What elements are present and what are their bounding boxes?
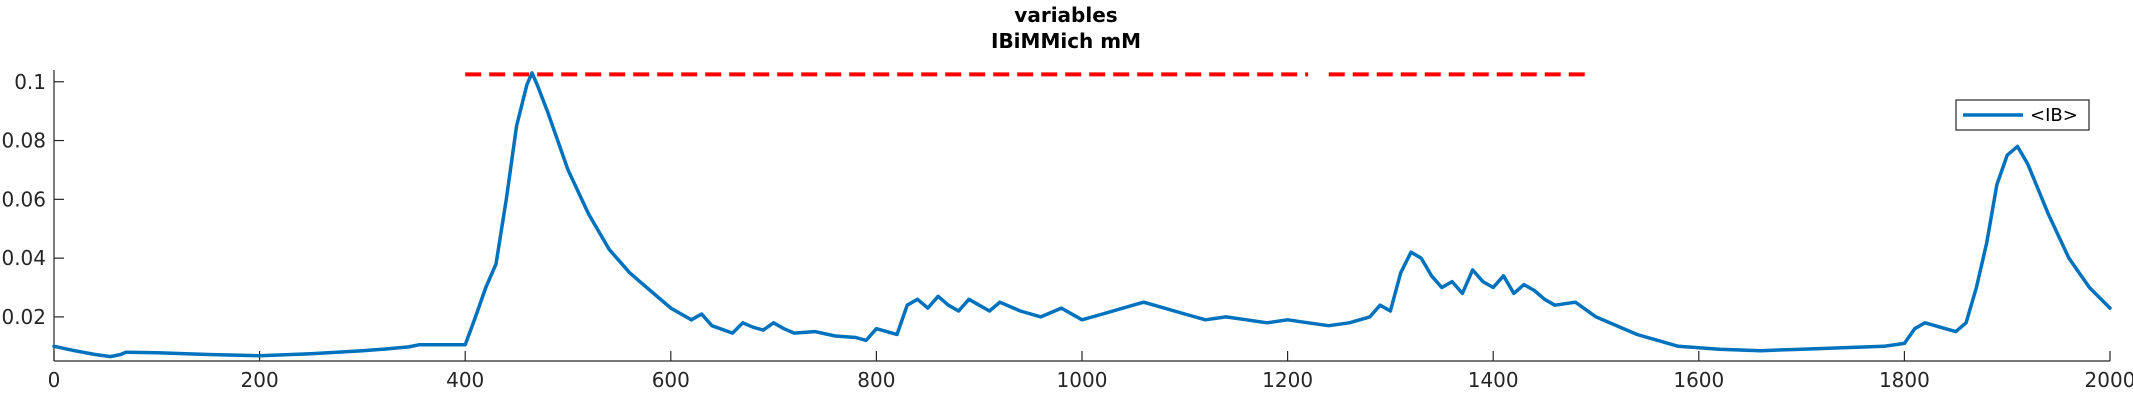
x-tick-label: 1600	[1673, 368, 1724, 392]
legend-label-ib: <IB>	[2030, 105, 2078, 126]
x-tick-label: 1400	[1468, 368, 1519, 392]
y-tick-label: 0.06	[1, 187, 46, 211]
x-tick-label: 200	[241, 368, 279, 392]
x-tick-label: 1000	[1057, 368, 1108, 392]
x-tick-label: 800	[857, 368, 895, 392]
x-tick-label: 600	[652, 368, 690, 392]
ticks: 0 200 400 600 800 1000 1200 1400 1600 1800 2000 0.0…	[1, 70, 2133, 392]
axes	[53, 70, 2110, 362]
y-tick-label: 0.04	[1, 246, 46, 270]
series-lines	[52, 71, 2112, 359]
y-tick-label: 0.08	[1, 129, 46, 153]
x-tick-label: 1800	[1879, 368, 1930, 392]
x-tick-label: 1200	[1262, 368, 1313, 392]
x-tick-label: 400	[446, 368, 484, 392]
x-tick-label: 2000	[2085, 368, 2133, 392]
y-tick-label: 0.02	[1, 305, 46, 329]
chart-subtitle: IBiMMich mM	[991, 29, 1141, 53]
series-line-ib	[52, 71, 2112, 359]
x-tick-label: 0	[48, 368, 61, 392]
y-tick-label: 0.1	[14, 70, 46, 94]
chart-title: variables	[1014, 3, 1117, 27]
legend: <IB>	[1955, 99, 2090, 131]
